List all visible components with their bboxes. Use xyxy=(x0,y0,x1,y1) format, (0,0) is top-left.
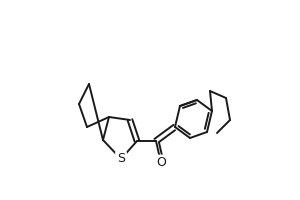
Text: O: O xyxy=(156,156,166,170)
Text: S: S xyxy=(117,152,125,166)
